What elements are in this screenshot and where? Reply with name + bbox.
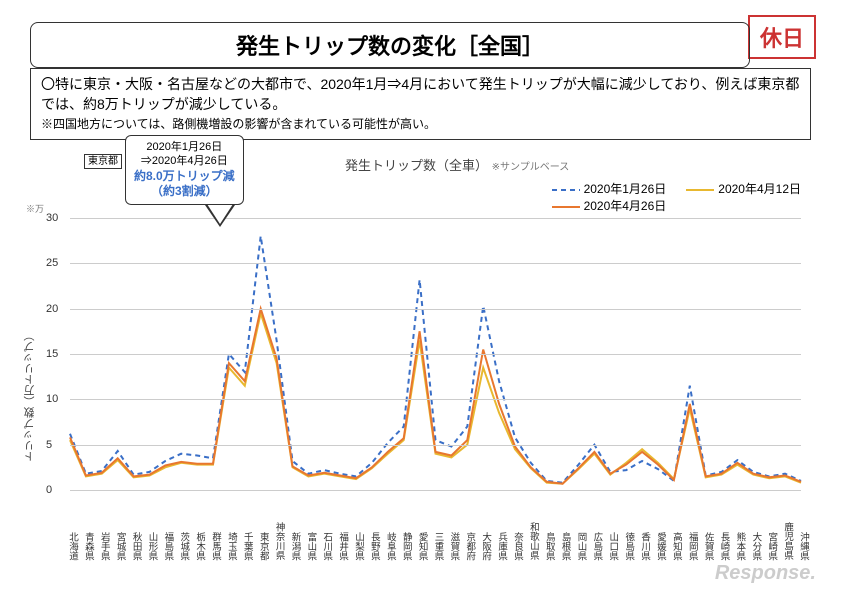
xlabel: 富山県 — [303, 532, 317, 561]
sample-note: ※万 — [26, 202, 44, 215]
ytick: 0 — [46, 484, 52, 496]
title-box: 発生トリップ数の変化［全国］ — [30, 22, 750, 68]
x-labels: 北海道青森県岩手県宮城県秋田県山形県福島県茨城県栃木県群馬県埼玉県千葉県東京都神… — [70, 492, 801, 570]
xlabel: 岡山県 — [574, 532, 588, 561]
xlabel: 岐阜県 — [383, 532, 397, 561]
legend: 2020年1月26日 2020年4月12日 2020年4月26日 — [532, 180, 801, 214]
xlabel: 秋田県 — [129, 532, 143, 561]
ytick: 30 — [46, 212, 58, 224]
xlabel: 大分県 — [748, 532, 762, 561]
xlabel: 鹿児島県 — [780, 522, 794, 560]
xlabel: 愛知県 — [415, 532, 429, 561]
holiday-badge: 休日 — [748, 15, 816, 59]
description-sub: ※四国地方については、路側機増設の影響が含まれている可能性が高い。 — [41, 116, 800, 133]
xlabel: 佐賀県 — [701, 532, 715, 561]
callout-line2: ⇒2020年4月26日 — [134, 154, 235, 168]
xlabel: 岩手県 — [97, 532, 111, 561]
xlabel: 福島県 — [160, 532, 174, 561]
xlabel: 香川県 — [637, 532, 651, 561]
xlabel: 沖縄県 — [796, 532, 810, 561]
page-title: 発生トリップ数の変化［全国］ — [31, 29, 749, 61]
callout-emph2: （約3割減） — [134, 184, 235, 200]
ytick: 10 — [46, 393, 58, 405]
ytick: 15 — [46, 348, 58, 360]
xlabel: 大阪府 — [478, 532, 492, 561]
xlabel: 北海道 — [65, 532, 79, 561]
watermark: Response. — [715, 562, 816, 585]
xlabel: 石川県 — [319, 532, 333, 561]
chart-title-sub: ※サンプルベース — [492, 162, 570, 173]
callout-emph1: 約8.0万トリップ減 — [134, 169, 235, 185]
xlabel: 群馬県 — [208, 532, 222, 561]
legend-item: 2020年4月12日 — [686, 180, 801, 197]
chart-title: 発生トリップ数（全車） ※サンプルベース — [345, 155, 569, 174]
xlabel: 静岡県 — [399, 532, 413, 561]
xlabel: 福岡県 — [685, 532, 699, 561]
plot-area: 051015202530 — [70, 218, 801, 490]
yaxis-label: トリップ数（万トリップ） — [22, 330, 38, 462]
xlabel: 兵庫県 — [494, 532, 508, 561]
xlabel: 奈良県 — [510, 532, 524, 561]
xlabel: 滋賀県 — [446, 532, 460, 561]
description-box: 〇特に東京・大阪・名古屋などの大都市で、2020年1月⇒4月において発生トリップ… — [30, 68, 811, 140]
xlabel: 埼玉県 — [224, 532, 238, 561]
legend-item: 2020年1月26日 — [552, 180, 667, 197]
xlabel: 神奈川県 — [272, 522, 286, 560]
xlabel: 茨城県 — [176, 532, 190, 561]
xlabel: 和歌山県 — [526, 522, 540, 560]
xlabel: 山形県 — [144, 532, 158, 561]
xlabel: 宮崎県 — [764, 532, 778, 561]
xlabel: 新潟県 — [287, 532, 301, 561]
xlabel: 京都府 — [462, 532, 476, 561]
callout-bubble: 東京都 2020年1月26日 ⇒2020年4月26日 約8.0万トリップ減 （約… — [125, 135, 244, 205]
xlabel: 三重県 — [431, 532, 445, 561]
xlabel: 千葉県 — [240, 532, 254, 561]
xlabel: 島根県 — [558, 532, 572, 561]
xlabel: 愛媛県 — [653, 532, 667, 561]
ytick: 5 — [46, 439, 52, 451]
callout-tail — [205, 205, 235, 227]
xlabel: 山梨県 — [351, 532, 365, 561]
xlabel: 青森県 — [81, 532, 95, 561]
description-main: 〇特に東京・大阪・名古屋などの大都市で、2020年1月⇒4月において発生トリップ… — [41, 75, 800, 114]
xlabel: 高知県 — [669, 532, 683, 561]
xlabel: 広島県 — [589, 532, 603, 561]
xlabel: 熊本県 — [732, 532, 746, 561]
xlabel: 福井県 — [335, 532, 349, 561]
legend-item: 2020年4月26日 — [552, 197, 667, 214]
callout-location: 東京都 — [84, 154, 122, 169]
xlabel: 栃木県 — [192, 532, 206, 561]
ytick: 25 — [46, 257, 58, 269]
xlabel: 東京都 — [256, 532, 270, 561]
xlabel: 長野県 — [367, 532, 381, 561]
xlabel: 宮城県 — [113, 532, 127, 561]
callout-line1: 2020年1月26日 — [134, 140, 235, 154]
xlabel: 山口県 — [605, 532, 619, 561]
xlabel: 徳島県 — [621, 532, 635, 561]
ytick: 20 — [46, 303, 58, 315]
xlabel: 長崎県 — [717, 532, 731, 561]
chart-area: 東京都 2020年1月26日 ⇒2020年4月26日 約8.0万トリップ減 （約… — [30, 150, 811, 570]
xlabel: 鳥取県 — [542, 532, 556, 561]
